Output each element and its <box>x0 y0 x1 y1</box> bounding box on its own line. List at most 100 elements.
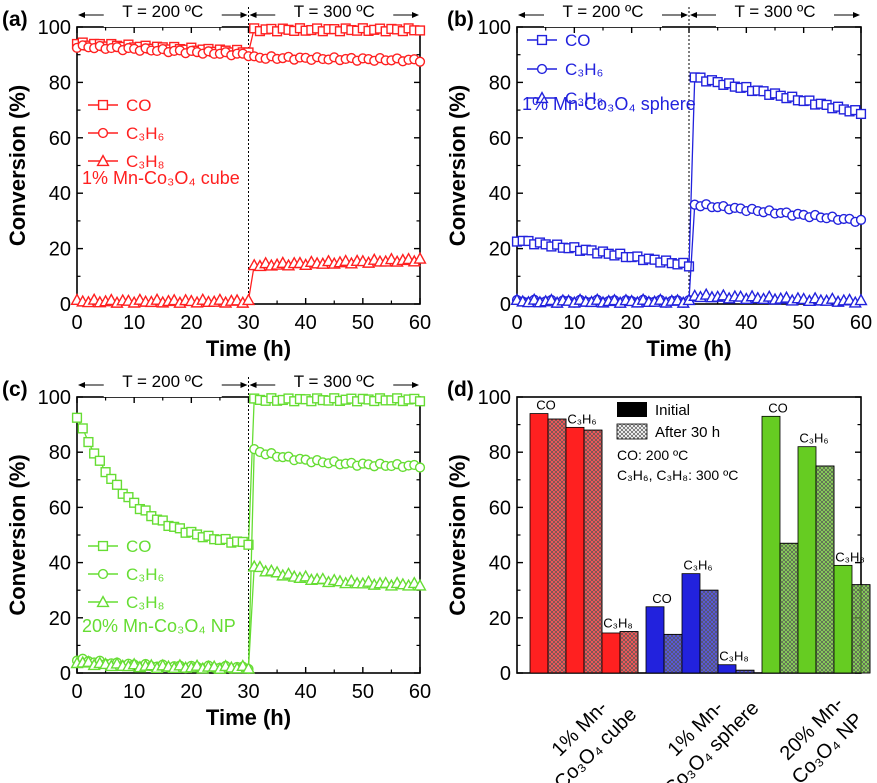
bar-after <box>699 589 719 674</box>
bar-label: C₃H₆ <box>567 411 596 426</box>
panel-label: (a) <box>2 8 28 31</box>
data-point <box>414 56 426 67</box>
x-tick-label: 0 <box>71 681 82 703</box>
bar-label: C₃H₆ <box>683 558 712 573</box>
bar-initial <box>833 564 853 674</box>
legend-after-label: After 30 h <box>655 424 720 441</box>
condition-note-hc: C₃H₆, C₃H₈: 300 ºC <box>617 467 738 483</box>
data-point <box>253 560 267 573</box>
y-axis-label: Conversion (%) <box>5 85 30 246</box>
data-point <box>97 568 109 580</box>
legend-co: CO <box>565 31 591 50</box>
temp-arrow-head <box>249 12 257 18</box>
y-tick-label: 20 <box>489 608 511 630</box>
x-tick-label: 20 <box>180 681 202 703</box>
legend-c3h6: C₃H₆ <box>126 124 164 143</box>
temp-label-right: T = 300 ºC <box>294 2 375 21</box>
temp-arrow-head <box>249 382 257 388</box>
series-square <box>511 72 867 272</box>
bar-initial <box>797 446 817 674</box>
sample-annotation: 1% Mn-Co₃O₄ sphere <box>522 94 696 114</box>
bar-after <box>583 429 603 674</box>
temp-label-left: T = 200 ºC <box>122 372 203 391</box>
temp-arrow-head <box>853 12 860 18</box>
data-point <box>414 25 426 36</box>
x-tick-label: 0 <box>511 312 522 334</box>
data-point <box>243 539 254 550</box>
data-point <box>855 108 867 120</box>
data-point <box>414 396 426 407</box>
x-tick-label: 10 <box>123 312 145 334</box>
y-axis-label: Conversion (%) <box>445 85 470 246</box>
x-axis-label: Time (h) <box>206 705 291 730</box>
bar-initial <box>565 426 585 674</box>
series-circle <box>71 40 426 67</box>
series-triangle <box>70 559 427 674</box>
legend-c3h6: C₃H₆ <box>126 565 164 584</box>
data-point <box>241 293 256 306</box>
legend-co: CO <box>126 96 152 115</box>
y-tick-label: 40 <box>489 553 511 575</box>
bar-initial <box>601 632 621 674</box>
bar-label: CO <box>768 400 788 415</box>
data-point <box>129 497 140 508</box>
temp-label-bg <box>544 1 662 27</box>
temp-label-bg <box>275 371 394 397</box>
data-point <box>414 462 426 473</box>
data-point <box>97 127 109 139</box>
series-triangle <box>70 251 427 308</box>
x-tick-label: 30 <box>237 312 259 334</box>
bar-after <box>619 631 639 674</box>
bar-label: C₃H₈ <box>719 649 748 664</box>
y-tick-label: 60 <box>49 497 71 519</box>
legend-after-swatch <box>616 423 648 440</box>
legend-co: CO <box>126 537 152 556</box>
data-point <box>536 34 548 46</box>
data-point <box>100 467 111 478</box>
y-tick-label: 100 <box>38 17 71 39</box>
x-tick-label: 30 <box>237 681 259 703</box>
y-tick-label: 0 <box>60 294 71 316</box>
data-point <box>157 515 168 526</box>
panel-label: (c) <box>2 378 28 401</box>
y-tick-label: 80 <box>49 442 71 464</box>
temp-arrow-head <box>690 12 697 18</box>
legend-c3h8: C₃H₈ <box>126 593 165 612</box>
temp-label-bg <box>103 1 222 27</box>
sample-annotation: 1% Mn-Co₃O₄ cube <box>82 168 240 188</box>
y-tick-label: 100 <box>478 387 511 409</box>
data-point <box>77 423 88 434</box>
x-tick-label: 60 <box>850 312 872 334</box>
y-axis-label: Conversion (%) <box>5 454 30 615</box>
x-tick-label: 0 <box>71 312 82 334</box>
temp-arrow-head <box>240 382 248 388</box>
temp-arrow-head <box>412 12 419 18</box>
x-tick-label: 20 <box>180 312 202 334</box>
bar-label: C₃H₈ <box>603 616 632 631</box>
y-tick-label: 0 <box>500 663 511 685</box>
temp-arrow-head <box>78 12 85 18</box>
x-tick-label: 60 <box>409 681 431 703</box>
temp-arrow-head <box>681 12 688 18</box>
series-triangle <box>510 287 868 308</box>
legend-c3h6: C₃H₆ <box>565 60 603 79</box>
y-tick-label: 60 <box>489 128 511 150</box>
x-tick-label: 40 <box>295 681 317 703</box>
panel-b: (b) 0 20 40 60 80 100 Conversion (%) 0 10 20 30 40 50… <box>445 1 872 361</box>
y-tick-label: 80 <box>489 442 511 464</box>
temp-arrow-head <box>78 382 85 388</box>
bar-initial <box>645 606 665 674</box>
panel-c: (c) 0 20 40 60 80 100 Conversion (%) 0 10 20 30 40 50… <box>2 371 431 730</box>
data-point <box>94 455 105 466</box>
x-axis-label: Time (h) <box>646 336 731 361</box>
temp-arrow-head <box>518 12 525 18</box>
data-point <box>683 261 695 272</box>
data-point <box>535 91 549 104</box>
panel-label: (d) <box>447 378 474 401</box>
data-point <box>413 578 427 591</box>
y-tick-label: 20 <box>489 239 511 261</box>
data-point <box>854 293 868 306</box>
